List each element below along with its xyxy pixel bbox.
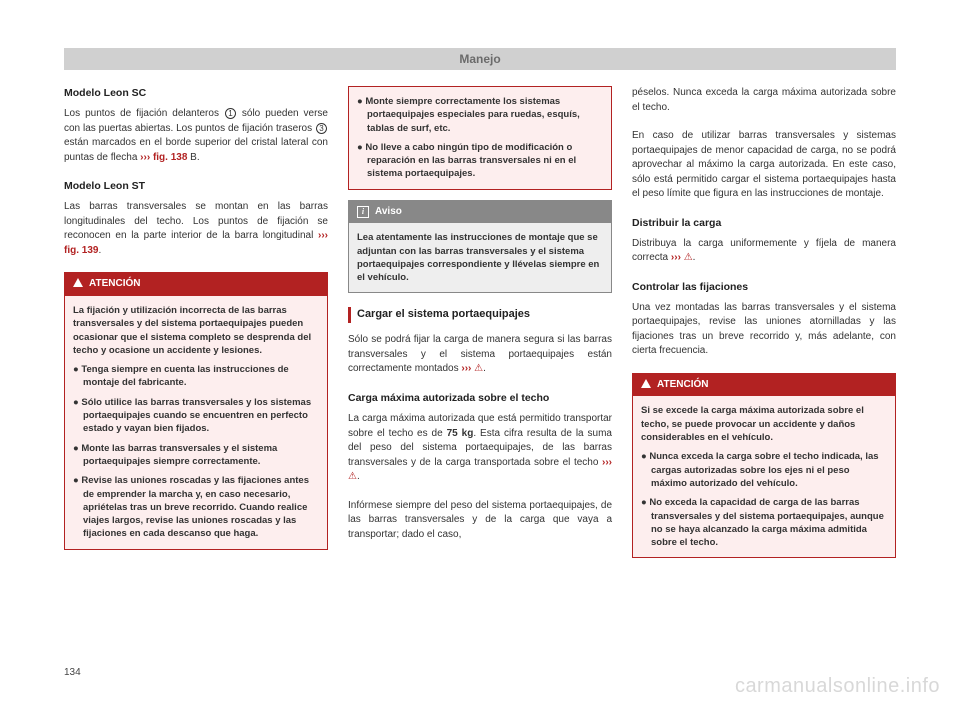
watermark: carmanualsonline.info [735, 675, 940, 698]
warning-bullet: Revise las uniones roscadas y las fijaci… [73, 474, 319, 540]
text: Las barras transversales se montan en la… [64, 201, 328, 241]
manual-page: Manejo Modelo Leon SC Los puntos de fija… [0, 0, 960, 568]
warning-body: La fijación y utilización incorrecta de … [65, 296, 327, 549]
warning-body-continued: Monte siempre correctamente los sistemas… [349, 87, 611, 189]
cross-ref: ››› [461, 363, 471, 374]
column-1: Modelo Leon SC Los puntos de fijación de… [64, 86, 328, 568]
weight-value: 75 kg [447, 428, 474, 439]
warning-box-2: ATENCIÓN Si se excede la carga máxima au… [632, 373, 896, 558]
heading-carga-max: Carga máxima autorizada sobre el techo [348, 391, 612, 406]
text: . [483, 363, 486, 374]
warning-title: ATENCIÓN [633, 374, 895, 397]
heading-distribuir: Distribuir la carga [632, 216, 896, 231]
warning-bullet: Monte las barras transversales y el sist… [73, 442, 319, 469]
text: . [357, 471, 360, 482]
warning-lead: Si se excede la carga máxima autorizada … [641, 404, 887, 444]
warning-bullet: Sólo utilice las barras transversales y … [73, 396, 319, 436]
notice-title: Aviso [349, 201, 611, 224]
para-carga-max: La carga máxima autorizada que está perm… [348, 412, 612, 485]
text: Los puntos de fijación delanteros [64, 108, 224, 119]
warning-triangle-icon: ⚠ [348, 471, 357, 482]
text: . [98, 245, 101, 256]
content-columns: Modelo Leon SC Los puntos de fijación de… [64, 86, 896, 568]
fig-ref-138: ››› fig. 138 [140, 152, 187, 163]
para-st: Las barras transversales se montan en la… [64, 200, 328, 258]
para-sc: Los puntos de fijación delanteros 1 sólo… [64, 107, 328, 165]
warning-triangle-icon: ⚠ [684, 252, 693, 263]
cross-ref: ››› [671, 252, 681, 263]
warning-box-continued: Monte siempre correctamente los sistemas… [348, 86, 612, 190]
warning-title: ATENCIÓN [65, 273, 327, 296]
para-menor-capacidad: En caso de utilizar barras transversales… [632, 129, 896, 202]
cross-ref: ››› [602, 457, 612, 468]
circled-3: 3 [316, 123, 327, 134]
text: . [693, 252, 696, 263]
para-peselos: péselos. Nunca exceda la carga máxima au… [632, 86, 896, 115]
notice-box: Aviso Lea atentamente las instrucciones … [348, 200, 612, 294]
para-informese: Infórmese siempre del peso del sistema p… [348, 499, 612, 543]
warning-box-1: ATENCIÓN La fijación y utilización incor… [64, 272, 328, 549]
heading-controlar: Controlar las fijaciones [632, 280, 896, 295]
column-2: Monte siempre correctamente los sistemas… [348, 86, 612, 568]
circled-1: 1 [225, 108, 236, 119]
section-header: Manejo [64, 48, 896, 70]
para-distribuir: Distribuya la carga uniformemente y fíje… [632, 237, 896, 266]
text: B. [187, 152, 199, 163]
para-controlar: Una vez montadas las barras transversale… [632, 301, 896, 359]
warning-lead: La fijación y utilización incorrecta de … [73, 304, 319, 357]
page-number: 134 [64, 667, 81, 678]
heading-model-sc: Modelo Leon SC [64, 86, 328, 101]
warning-bullet: No lleve a cabo ningún tipo de modificac… [357, 141, 603, 181]
warning-bullet: Nunca exceda la carga sobre el techo ind… [641, 450, 887, 490]
para-cargar: Sólo se podrá fijar la carga de manera s… [348, 333, 612, 377]
warning-bullet: Monte siempre correctamente los sistemas… [357, 95, 603, 135]
warning-bullet: No exceda la capacidad de carga de las b… [641, 496, 887, 549]
column-3: péselos. Nunca exceda la carga máxima au… [632, 86, 896, 568]
warning-bullet: Tenga siempre en cuenta las instruccione… [73, 363, 319, 390]
warning-triangle-icon: ⚠ [474, 363, 483, 374]
heading-model-st: Modelo Leon ST [64, 179, 328, 194]
section-title-cargar: Cargar el sistema portaequipajes [348, 307, 612, 323]
notice-body: Lea atentamente las instrucciones de mon… [349, 223, 611, 292]
warning-body: Si se excede la carga máxima autorizada … [633, 396, 895, 557]
